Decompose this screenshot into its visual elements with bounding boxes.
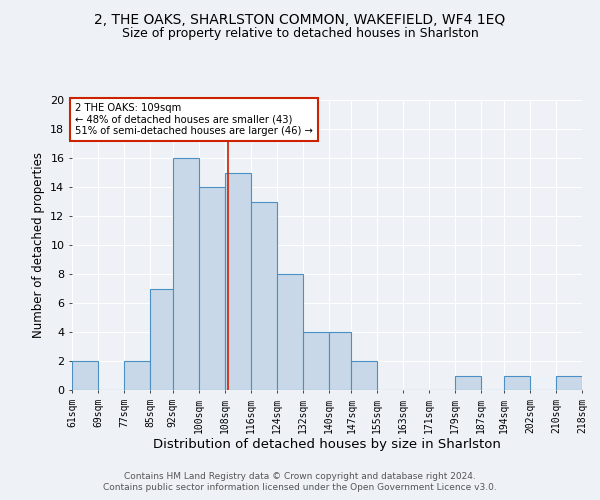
Bar [352, 361, 377, 390]
Bar [455, 376, 481, 390]
X-axis label: Distribution of detached houses by size in Sharlston: Distribution of detached houses by size … [153, 438, 501, 452]
Bar [124, 361, 150, 390]
Bar [199, 187, 224, 390]
Bar [251, 202, 277, 390]
Bar [329, 332, 352, 390]
Bar [277, 274, 302, 390]
Bar [173, 158, 199, 390]
Bar [504, 376, 530, 390]
Bar [302, 332, 329, 390]
Bar [224, 172, 251, 390]
Y-axis label: Number of detached properties: Number of detached properties [32, 152, 44, 338]
Bar [72, 361, 98, 390]
Bar [150, 288, 173, 390]
Text: Size of property relative to detached houses in Sharlston: Size of property relative to detached ho… [122, 28, 478, 40]
Text: 2, THE OAKS, SHARLSTON COMMON, WAKEFIELD, WF4 1EQ: 2, THE OAKS, SHARLSTON COMMON, WAKEFIELD… [94, 12, 506, 26]
Text: Contains HM Land Registry data © Crown copyright and database right 2024.: Contains HM Land Registry data © Crown c… [124, 472, 476, 481]
Text: 2 THE OAKS: 109sqm
← 48% of detached houses are smaller (43)
51% of semi-detache: 2 THE OAKS: 109sqm ← 48% of detached hou… [75, 103, 313, 136]
Text: Contains public sector information licensed under the Open Government Licence v3: Contains public sector information licen… [103, 484, 497, 492]
Bar [556, 376, 582, 390]
